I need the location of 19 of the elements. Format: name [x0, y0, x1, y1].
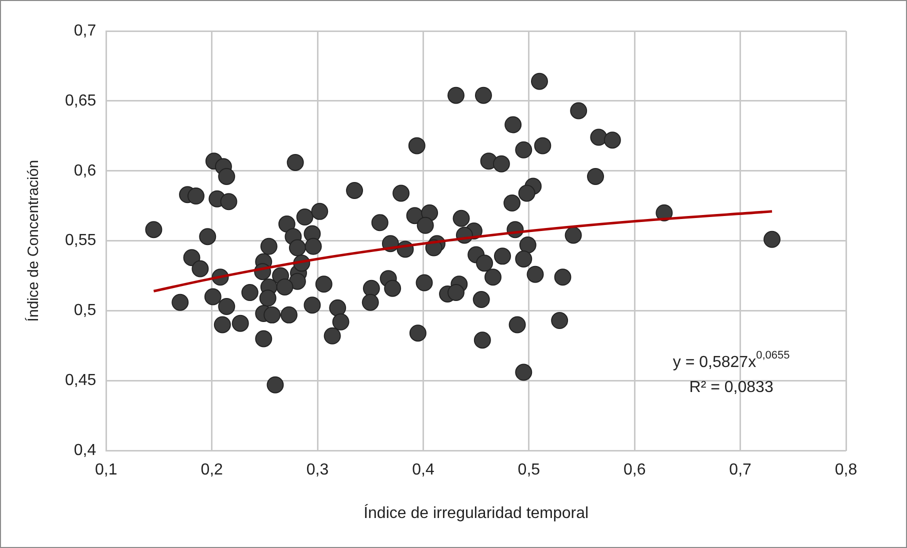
y-tick-label: 0,6: [74, 162, 96, 180]
x-axis-title: Índice de irregularidad temporal: [364, 504, 589, 522]
y-tick-label: 0,45: [65, 372, 96, 390]
x-tick-label: 0,3: [306, 462, 329, 479]
x-tick-label: 0,5: [518, 462, 540, 479]
y-axis-title: Índice de Concentración: [24, 160, 42, 322]
x-tick-label: 0,7: [729, 462, 752, 479]
y-tick-label: 0,7: [74, 22, 96, 40]
y-tick-label: 0,65: [65, 92, 96, 110]
annotation: R² = 0,0833: [689, 378, 774, 396]
x-tick-label: 0,8: [834, 462, 858, 479]
y-tick-label: 0,4: [74, 442, 96, 460]
x-tick-label: 0,1: [95, 462, 118, 479]
y-tick-label: 0,5: [74, 302, 96, 320]
x-tick-label: 0,6: [623, 462, 646, 479]
x-tick-label: 0,2: [200, 462, 224, 479]
line-series: [152, 210, 774, 292]
x-tick-label: 0,4: [412, 462, 434, 479]
y-tick-label: 0,55: [65, 232, 96, 250]
